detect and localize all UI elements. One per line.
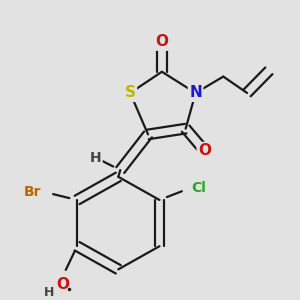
Text: Br: Br — [24, 185, 41, 199]
Text: N: N — [189, 85, 202, 100]
Text: O: O — [57, 277, 70, 292]
Text: O: O — [155, 34, 168, 50]
Text: S: S — [125, 85, 136, 100]
Text: O: O — [198, 143, 211, 158]
Text: Cl: Cl — [191, 182, 206, 195]
Text: H: H — [44, 286, 55, 299]
Text: H: H — [90, 151, 101, 164]
